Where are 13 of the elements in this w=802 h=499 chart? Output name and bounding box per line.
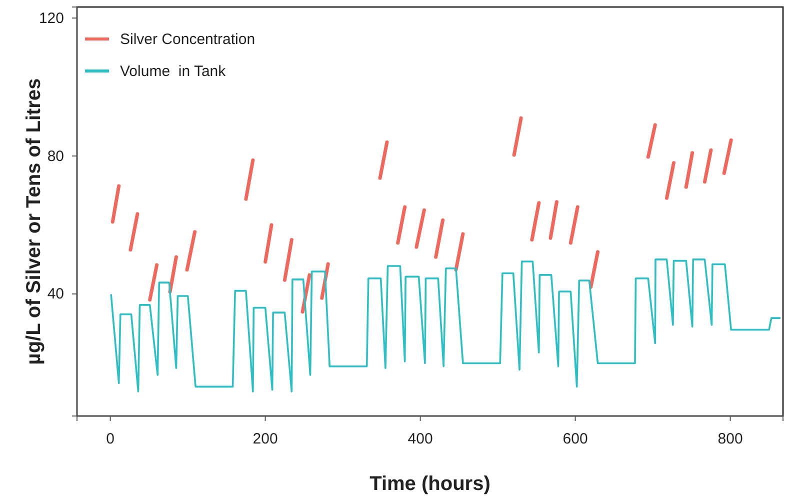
legend-label: Volume in Tank	[120, 63, 226, 80]
y-axis-title: µg/L of Silver or Tens of Litres	[23, 78, 45, 365]
line-series	[110, 258, 781, 392]
x-axis-title: Time (hours)	[370, 473, 490, 495]
x-tick-label: 200	[252, 430, 278, 448]
y-tick-label: 120	[38, 10, 64, 27]
y-tick-label: 40	[47, 286, 64, 303]
x-tick-label: 600	[562, 430, 588, 448]
y-tick-label: 80	[47, 148, 64, 165]
x-tick-label: 800	[718, 430, 743, 448]
x-tick-label: 0	[106, 430, 114, 448]
x-tick-label: 400	[408, 430, 433, 448]
legend-label: Silver Concentration	[120, 31, 256, 48]
